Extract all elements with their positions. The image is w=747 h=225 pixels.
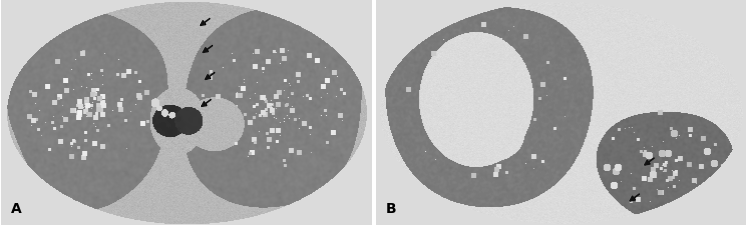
Text: B: B <box>385 202 397 216</box>
Text: A: A <box>10 202 22 216</box>
